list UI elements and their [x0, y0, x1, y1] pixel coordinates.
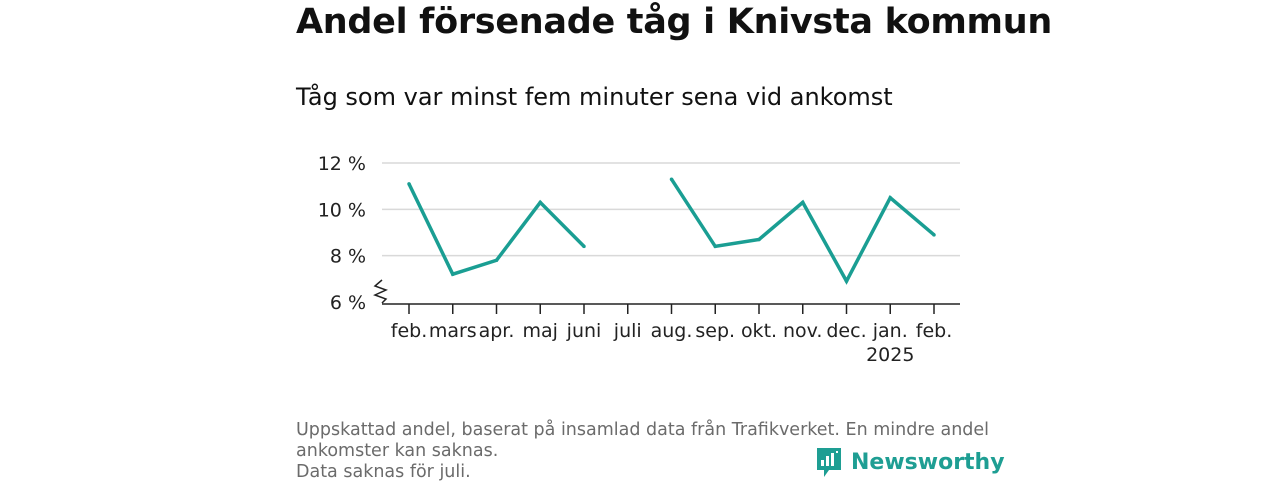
data-point — [713, 244, 717, 249]
x-tick-label: mars — [429, 320, 477, 342]
x-tick-label: jan. — [872, 320, 908, 342]
data-point — [669, 177, 674, 181]
x-tick-label: dec. — [826, 320, 866, 342]
data-point — [888, 196, 892, 200]
brand-name: Newsworthy — [851, 449, 1005, 475]
x-tick-label: maj — [523, 320, 558, 342]
caption-line-1: Uppskattad andel, baserat på insamlad da… — [296, 420, 990, 440]
newsworthy-logo: Newsworthy — [815, 446, 1005, 478]
y-tick-labels: 6 % 8 % 10 % 12 % — [318, 153, 366, 314]
bar-chart-icon — [817, 448, 841, 477]
axis-break-icon — [373, 279, 388, 304]
data-point — [582, 244, 586, 249]
caption-line-2: ankomster kan saknas. — [296, 441, 499, 461]
data-point — [757, 237, 761, 242]
x-tick-label: aug. — [651, 320, 693, 342]
x-tick-labels: feb. mars apr. maj juni juli aug. sep. okt. nov. d… — [391, 320, 952, 366]
data-point — [451, 272, 455, 276]
chart-subtitle: Tåg som var minst fem minuter sena vid a… — [296, 83, 893, 111]
x-tick-label: apr. — [479, 320, 515, 342]
x-axis — [373, 279, 960, 314]
y-tick-label: 10 % — [318, 199, 366, 221]
y-tick-label: 6 % — [330, 292, 366, 314]
data-point — [932, 233, 936, 237]
data-point — [538, 200, 542, 205]
x-tick-label: juli — [613, 320, 642, 342]
x-tick-label: sep. — [695, 320, 735, 342]
x-year-label: 2025 — [866, 344, 914, 366]
x-tick-label: feb. — [916, 320, 952, 342]
caption: Uppskattad andel, baserat på insamlad da… — [296, 420, 989, 483]
caption-line-3: Data saknas för juli. — [296, 462, 471, 482]
series-line — [670, 178, 936, 285]
data-lines — [407, 177, 936, 285]
x-tick-label: nov. — [783, 320, 822, 342]
data-point — [801, 200, 805, 205]
data-point — [844, 279, 849, 283]
y-tick-label: 12 % — [318, 153, 366, 175]
x-tick-label: okt. — [741, 320, 777, 342]
x-tick-label: feb. — [391, 320, 427, 342]
chart-title: Andel försenade tåg i Knivsta kommun — [296, 2, 1052, 42]
gridlines — [382, 162, 960, 257]
data-point — [494, 258, 499, 263]
data-point — [407, 182, 411, 186]
x-tick-label: juni — [566, 320, 602, 342]
y-tick-label: 8 % — [330, 246, 366, 268]
